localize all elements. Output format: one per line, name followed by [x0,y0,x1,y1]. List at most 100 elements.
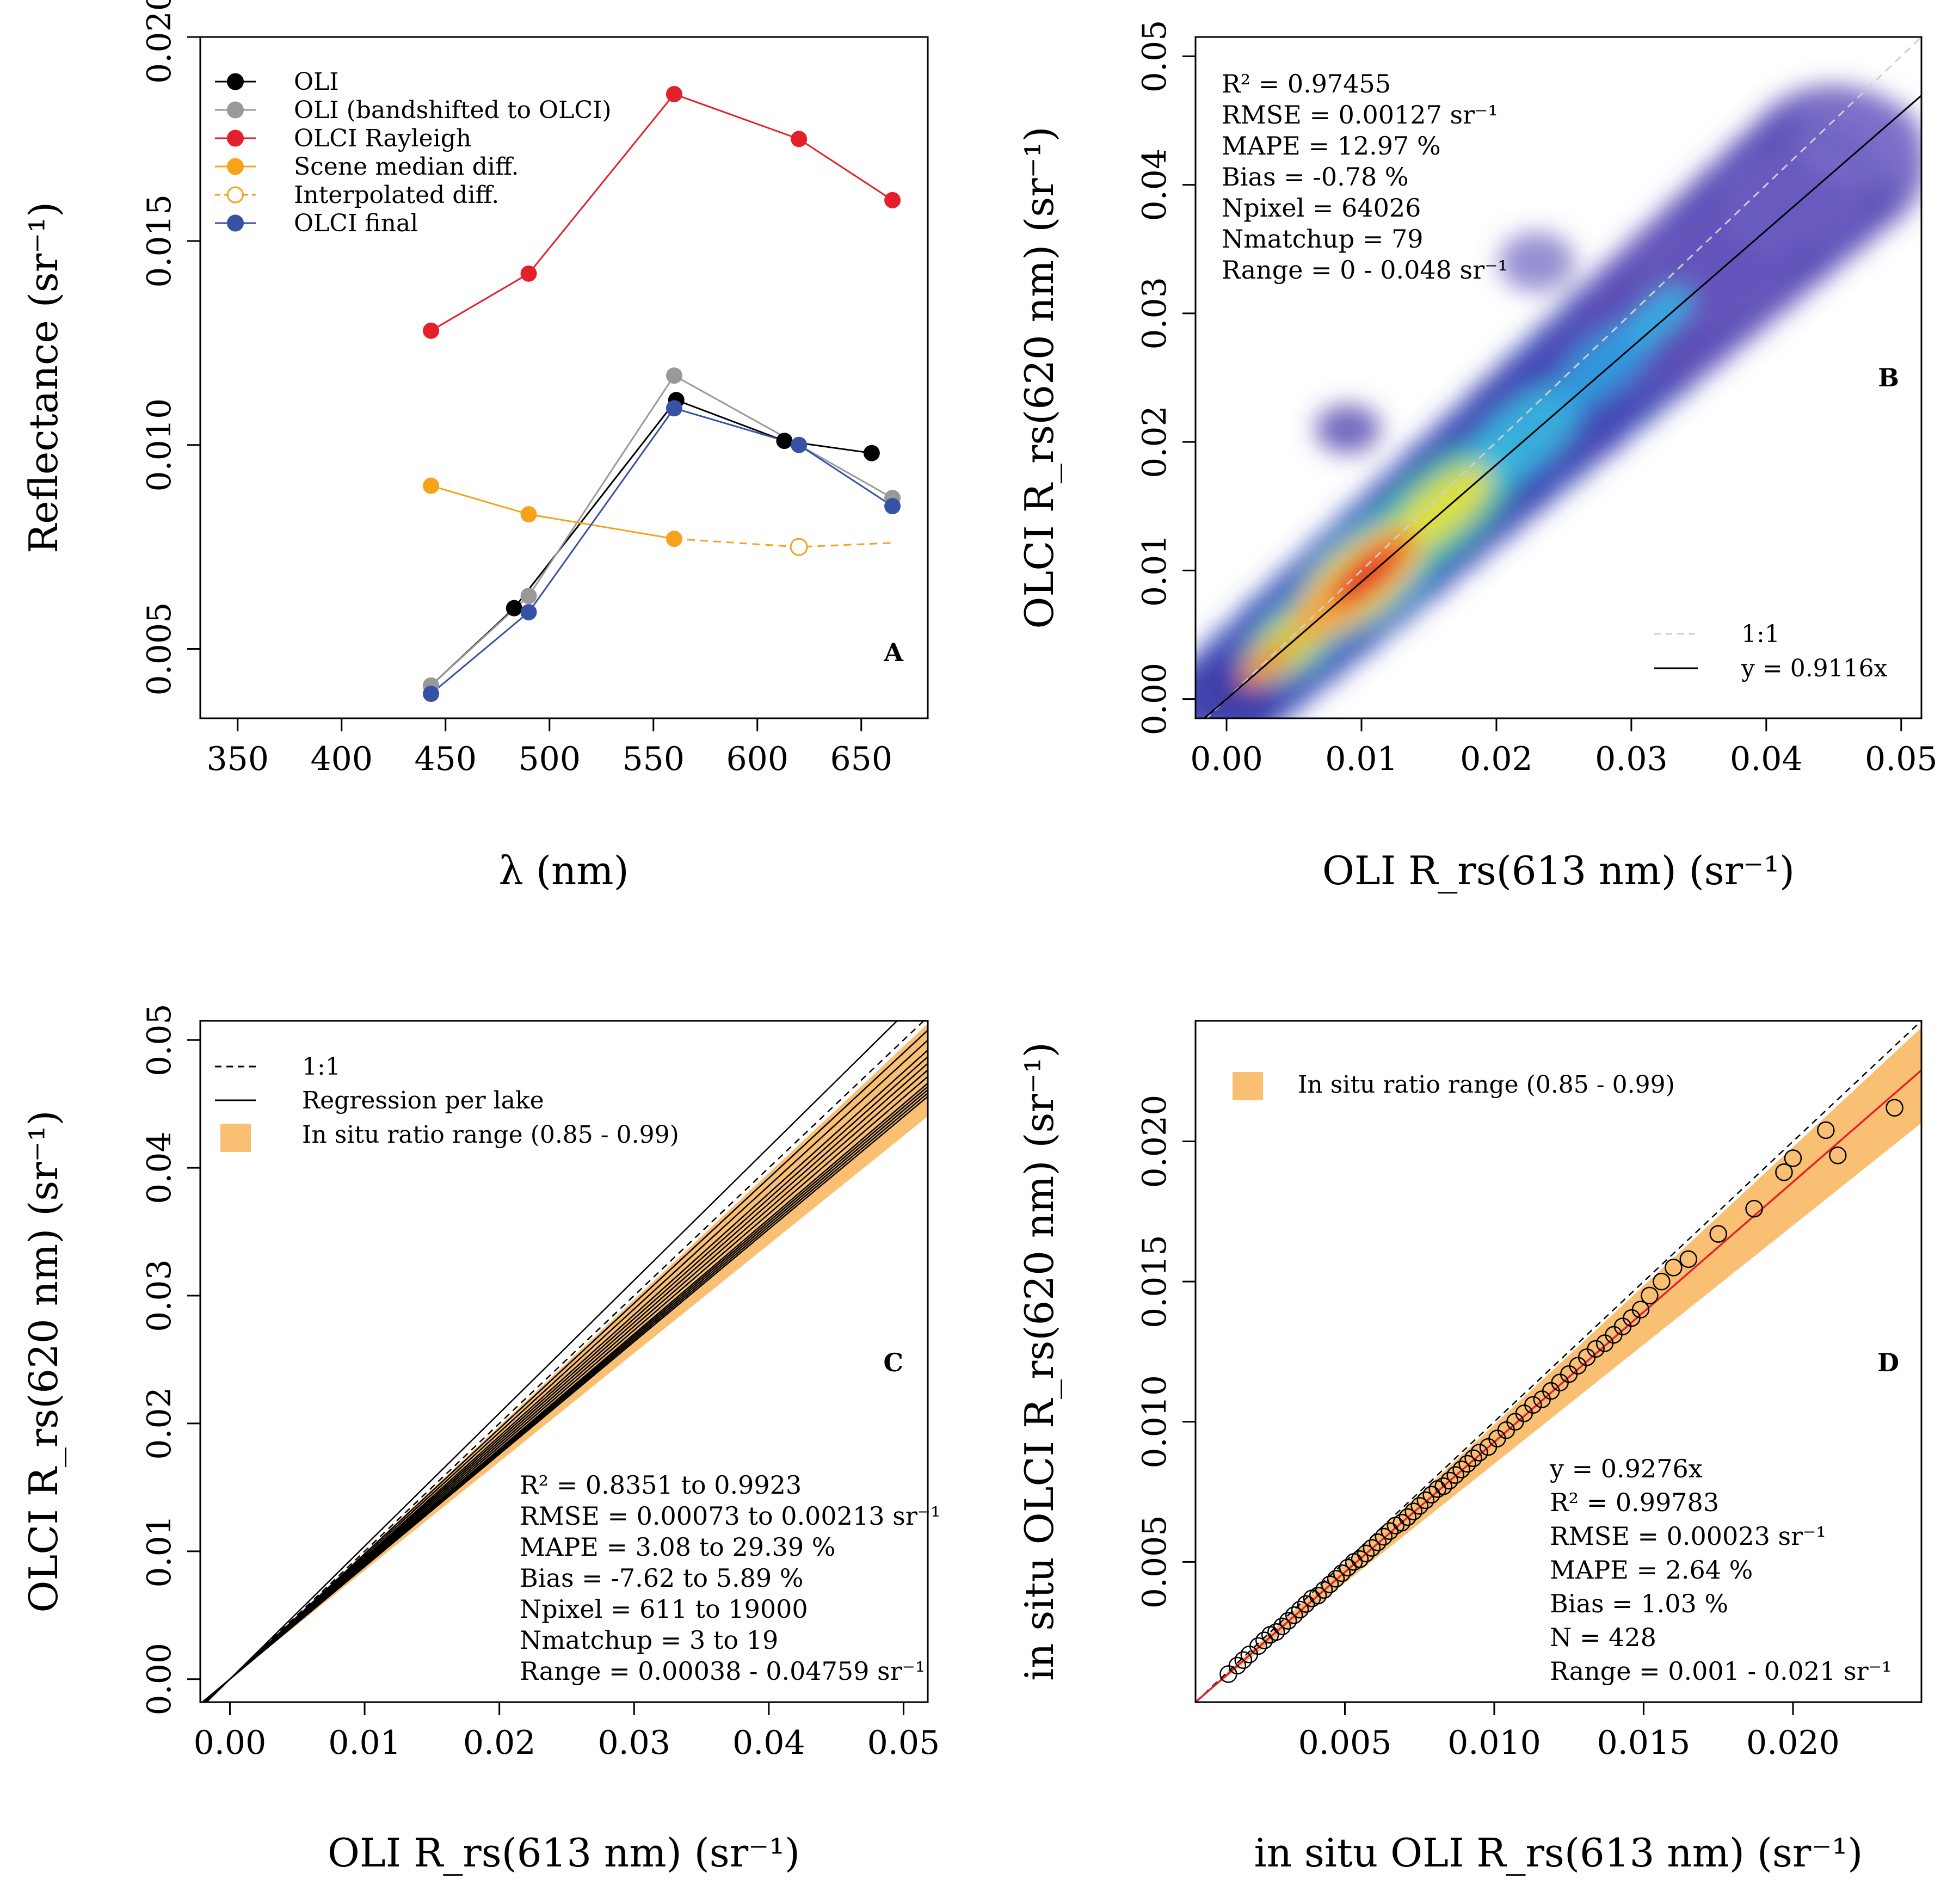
panel-a-x-tick-label: 600 [726,740,788,778]
data-point [666,531,682,547]
legend-label: In situ ratio range (0.85 - 0.99) [1298,1071,1675,1099]
panel-d-letter: D [1877,1348,1899,1377]
series-line [430,407,893,695]
panel-d-stats: y = 0.9276x R² = 0.99783 RMSE = 0.00023 sr… [1549,1454,1891,1686]
data-point [790,538,808,556]
data-point [423,686,440,703]
data-point [423,477,440,494]
panel-d-stat: y = 0.9276x [1549,1454,1703,1483]
panel-d-y-axis: 0.005 0.010 0.015 0.020 [1136,1095,1196,1609]
data-point [1234,1651,1253,1669]
panel-a-y-label: Reflectance (sr⁻¹) [21,202,66,553]
density-cell [1625,287,1692,346]
legend-label: Regression per lake [302,1087,544,1114]
panel-c-marks [201,1021,928,1702]
data-point [520,265,537,282]
legend-label: OLCI Rayleigh [294,125,471,152]
lake-regression-line [201,1095,928,1702]
data-point [1587,1340,1605,1358]
data-point [1363,1539,1381,1557]
data-point [1249,1637,1267,1655]
panel-b-y-tick-label: 0.00 [1136,663,1174,736]
lake-regression-line [204,1039,928,1702]
panel-b-y-tick-label: 0.04 [1136,149,1174,221]
data-point [1416,1491,1434,1509]
panel-c-y-tick-label: 0.03 [140,1259,178,1332]
data-point [1817,1121,1835,1139]
data-point [666,367,682,384]
data-point [1297,1595,1315,1613]
data-point [1446,1466,1464,1484]
data-point [1315,1581,1333,1599]
data-point [1464,1449,1482,1468]
panel-a-x-axis: 350 400 450 500 550 600 650 [206,718,892,778]
density-cell [1499,232,1575,292]
series-line [430,485,675,540]
panel-c-stat: Nmatchup = 3 to 19 [520,1625,778,1655]
data-point [1327,1570,1345,1588]
regression-line [1203,94,1921,718]
data-point [1369,1533,1387,1551]
panel-c-stat: R² = 0.8351 to 0.9923 [520,1470,802,1500]
legend-label: Scene median diff. [294,153,519,181]
data-point [1631,1301,1650,1318]
series-line [430,374,893,687]
panel-c-x-tick-label: 0.04 [732,1724,805,1762]
legend-marker [227,101,244,119]
panel-c-stat: Npixel = 611 to 19000 [520,1594,808,1624]
panel-b-y-tick-label: 0.01 [1136,534,1174,607]
panel-b-frame [1194,36,1923,719]
panel-b-stat: MAPE = 12.97 % [1222,131,1441,161]
panel-b-x-tick-label: 0.04 [1730,740,1803,778]
data-point [520,506,537,523]
data-point [1470,1444,1488,1462]
panel-c-y-tick-label: 0.01 [140,1515,178,1588]
panel-c-stat: MAPE = 3.08 to 29.39 % [520,1532,836,1562]
panel-d-x-tick-label: 0.005 [1298,1724,1392,1762]
data-point [1228,1656,1247,1675]
panel-d-x-axis: 0.005 0.010 0.015 0.020 [1298,1702,1840,1762]
panel-c-x-label: OLI R_rs(613 nm) (sr⁻¹) [328,1830,800,1876]
series-line [430,93,893,332]
panel-a: 350 400 450 500 550 600 650 0.0050.0100.0150.0… [21,0,929,894]
legend-label: 1:1 [302,1053,341,1081]
panel-b-x-label: OLI R_rs(613 nm) (sr⁻¹) [1322,848,1795,894]
density-cell [1393,464,1492,552]
panel-c-x-tick-label: 0.03 [597,1724,670,1762]
data-point [1524,1396,1542,1414]
panel-c-legend: 1:1 Regression per lake In situ ratio rang… [215,1053,679,1152]
legend-label: OLI [294,68,339,96]
data-point [1321,1575,1339,1593]
data-point [520,588,537,605]
data-point [1665,1259,1683,1277]
panel-b-x-tick-label: 0.03 [1595,740,1668,778]
data-point [1775,1163,1793,1181]
panel-d: 0.005 0.010 0.015 0.020 0.005 0.010 0.015 0.02… [1016,1020,1923,1876]
panel-d-legend: In situ ratio range (0.85 - 0.99) [1233,1071,1675,1100]
legend-marker [227,130,244,147]
panel-c-y-label: OLCI R_rs(620 nm) (sr⁻¹) [21,1110,66,1612]
panel-a-x-tick-label: 650 [830,740,892,778]
data-point [506,600,522,617]
data-point [1458,1455,1476,1473]
panel-c-y-tick-label: 0.02 [140,1387,178,1460]
data-point [1452,1461,1470,1478]
data-point [1279,1612,1297,1630]
panel-a-frame [199,36,929,719]
legend-label: In situ ratio range (0.85 - 0.99) [302,1121,679,1149]
data-point [1422,1486,1440,1504]
panel-c-stat: Range = 0.00038 - 0.04759 sr⁻¹ [520,1656,925,1686]
panel-d-stat: Range = 0.001 - 0.021 sr⁻¹ [1550,1656,1891,1686]
ratio-range-band [1196,1027,1921,1702]
panel-b-heatmap [1196,37,1921,718]
panel-c-y-tick-label: 0.00 [140,1643,178,1716]
legend-marker [227,158,244,175]
data-point [863,445,880,461]
panel-c-frame [199,1020,929,1703]
data-point [776,433,793,449]
data-point [1255,1631,1273,1649]
panel-a-y-tick-label: 0.020 [140,0,178,84]
panel-b-y-tick-label: 0.02 [1136,405,1174,478]
